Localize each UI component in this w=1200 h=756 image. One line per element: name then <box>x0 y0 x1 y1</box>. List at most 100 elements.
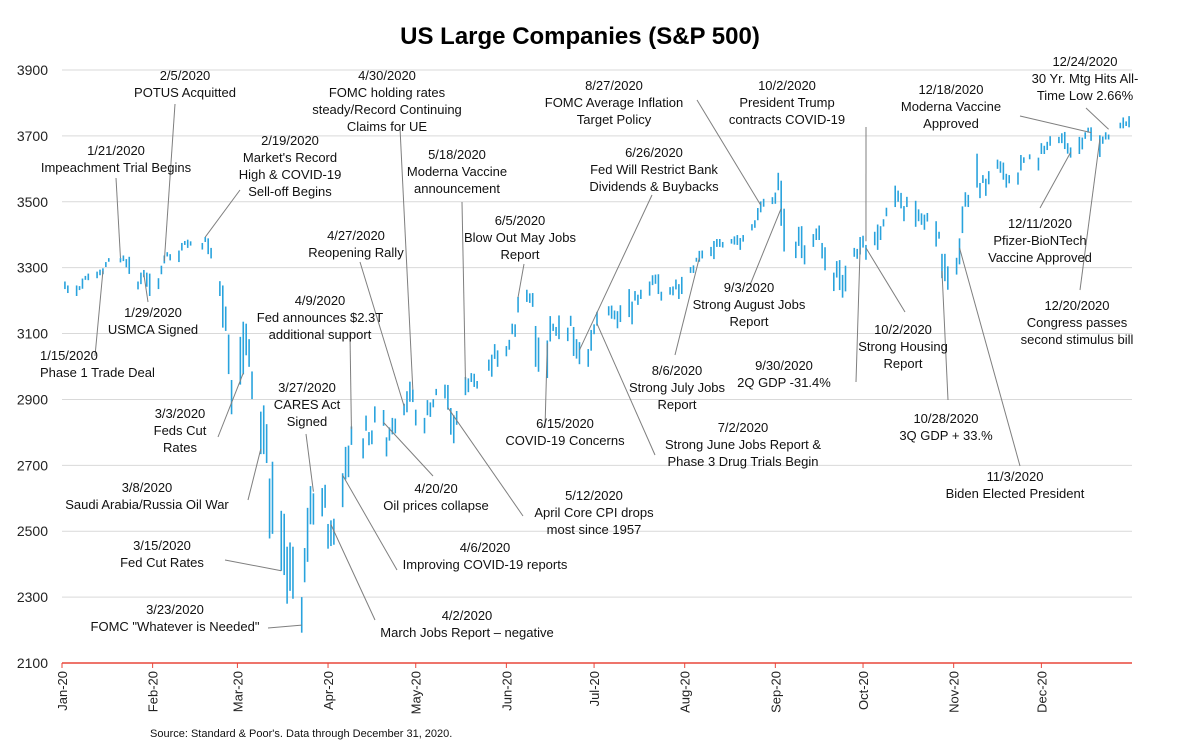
annotation-feb19: 2/19/2020 Market's Record High & COVID-19 S… <box>239 133 342 199</box>
annotation-mar08: 3/8/2020 Saudi Arabia/Russia Oil War <box>65 480 229 512</box>
annotation-line: 9/3/2020 <box>724 280 775 295</box>
annotation-jul02: 7/2/2020 Strong June Jobs Report & Phase 3… <box>665 420 821 469</box>
annotation-line: Blow Out May Jobs <box>464 230 576 245</box>
annotation-leader <box>959 247 1021 467</box>
annotation-line: Market's Record <box>243 150 337 165</box>
y-tick-label: 3900 <box>17 62 48 78</box>
annotation-jun26: 6/26/2020 Fed Will Restrict Bank Dividends… <box>589 145 719 194</box>
annotation-line: Vaccine Approved <box>988 250 1092 265</box>
annotation-line: April Core CPI drops <box>534 505 654 520</box>
annotation-line: 4/27/2020 <box>327 228 385 243</box>
y-tick-label: 3500 <box>17 194 48 210</box>
annotation-line: Report <box>729 314 768 329</box>
y-tick-label: 2300 <box>17 589 48 605</box>
annotation-line: Strong July Jobs <box>629 380 726 395</box>
annotation-line: second stimulus bill <box>1021 332 1134 347</box>
annotation-leader <box>330 524 376 621</box>
annotation-line: 8/27/2020 <box>585 78 643 93</box>
annotation-line: Report <box>883 356 922 371</box>
annotation-jun15: 6/15/2020 COVID-19 Concerns <box>505 416 625 448</box>
annotation-line: Impeachment Trial Begins <box>41 160 192 175</box>
annotation-jan15: 1/15/2020 Phase 1 Trade Deal <box>40 348 155 380</box>
x-tick-label: Sep-20 <box>768 671 783 713</box>
x-tick-label: Jul-20 <box>587 671 602 706</box>
annotation-line: 9/30/2020 <box>755 358 813 373</box>
annotation-line: Dividends & Buybacks <box>589 179 719 194</box>
annotation-line: 10/2/2020 <box>758 78 816 93</box>
annotation-leader <box>115 177 121 259</box>
annotation-leader <box>696 99 762 206</box>
annotation-line: 30 Yr. Mtg Hits All- <box>1032 71 1139 86</box>
annotation-leader <box>596 323 656 456</box>
y-tick-label: 2100 <box>17 655 48 671</box>
annotation-line: FOMC Average Inflation <box>545 95 684 110</box>
x-tick-label: Nov-20 <box>947 671 962 713</box>
x-tick-label: Apr-20 <box>321 671 336 710</box>
annotation-line: Rates <box>163 440 197 455</box>
gridlines <box>62 69 1132 664</box>
annotation-line: 3Q GDP + 33.% <box>899 428 993 443</box>
chart-title: US Large Companies (S&P 500) <box>400 23 760 50</box>
annotation-line: Strong Housing <box>858 339 948 354</box>
annotation-line: 4/6/2020 <box>460 540 511 555</box>
annotation-leaders <box>94 99 1109 629</box>
x-tick-label: Feb-20 <box>146 671 161 712</box>
annotation-line: Reopening Rally <box>308 245 404 260</box>
annotation-nov03: 11/3/2020 Biden Elected President <box>946 469 1085 501</box>
annotation-line: 5/12/2020 <box>565 488 623 503</box>
annotation-line: Moderna Vaccine <box>901 99 1001 114</box>
annotation-may18: 5/18/2020 Moderna Vaccine announcement <box>407 147 507 196</box>
annotation-line: 6/26/2020 <box>625 145 683 160</box>
annotation-leader <box>447 407 524 517</box>
annotation-oct02b: 10/2/2020 Strong Housing Report <box>858 322 948 371</box>
annotation-line: 4/30/2020 <box>358 68 416 83</box>
annotation-dec11: 12/11/2020 Pfizer-BioNTech Vaccine Approve… <box>988 216 1092 265</box>
annotation-leader <box>674 257 700 356</box>
annotation-line: 4/9/2020 <box>295 293 346 308</box>
annotation-line: March Jobs Report – negative <box>380 625 553 640</box>
annotation-line: Signed <box>287 414 327 429</box>
y-tick-label: 2700 <box>17 457 48 473</box>
annotation-dec24: 12/24/2020 30 Yr. Mtg Hits All- Time Low 2… <box>1032 54 1139 103</box>
annotation-line: 10/28/2020 <box>913 411 978 426</box>
annotation-line: Pfizer-BioNTech <box>993 233 1086 248</box>
annotation-apr27: 4/27/2020 Reopening Rally <box>308 228 404 260</box>
annotation-leader <box>749 208 782 286</box>
annotation-line: 8/6/2020 <box>652 363 703 378</box>
annotation-mar03: 3/3/2020 Feds Cut Rates <box>154 406 207 455</box>
annotation-line: 2/19/2020 <box>261 133 319 148</box>
y-tick-label: 3300 <box>17 260 48 276</box>
annotation-line: Improving COVID-19 reports <box>403 557 568 572</box>
annotation-apr30: 4/30/2020 FOMC holding rates steady/Record… <box>312 68 462 134</box>
annotation-mar23: 3/23/2020 FOMC "Whatever is Needed" <box>91 602 260 634</box>
annotation-line: Target Policy <box>577 112 652 127</box>
annotation-line: Claims for UE <box>347 119 428 134</box>
annotation-line: 6/15/2020 <box>536 416 594 431</box>
annotation-leader <box>579 194 653 351</box>
annotation-line: 2/5/2020 <box>160 68 211 83</box>
y-tick-label: 3100 <box>17 326 48 342</box>
annotation-line: FOMC holding rates <box>329 85 446 100</box>
annotation-line: Approved <box>923 116 979 131</box>
annotation-line: Strong June Jobs Report & <box>665 437 821 452</box>
annotation-line: 1/29/2020 <box>124 305 182 320</box>
x-tick-label: Jun-20 <box>499 671 514 711</box>
annotation-line: Fed Will Restrict Bank <box>590 162 718 177</box>
annotation-line: 1/21/2020 <box>87 143 145 158</box>
annotation-line: 4/2/2020 <box>442 608 493 623</box>
annotation-mar27: 3/27/2020 CARES Act Signed <box>274 380 341 429</box>
annotation-apr06: 4/6/2020 Improving COVID-19 reports <box>403 540 568 572</box>
annotation-line: High & COVID-19 <box>239 167 342 182</box>
annotation-aug06: 8/6/2020 Strong July Jobs Report <box>629 363 726 412</box>
annotation-line: Phase 3 Drug Trials Begin <box>667 454 818 469</box>
annotation-line: steady/Record Continuing <box>312 102 462 117</box>
annotation-line: Phase 1 Trade Deal <box>40 365 155 380</box>
x-tick-label: Dec-20 <box>1034 671 1049 713</box>
price-bars <box>64 116 1130 633</box>
x-tick-label: May-20 <box>409 671 424 714</box>
annotation-line: Fed announces $2.3T <box>257 310 384 325</box>
annotation-oct02a: 10/2/2020 President Trump contracts COVID-… <box>729 78 845 127</box>
annotation-jan29: 1/29/2020 USMCA Signed <box>108 305 198 337</box>
annotation-line: 3/27/2020 <box>278 380 336 395</box>
annotation-leader <box>544 343 548 429</box>
